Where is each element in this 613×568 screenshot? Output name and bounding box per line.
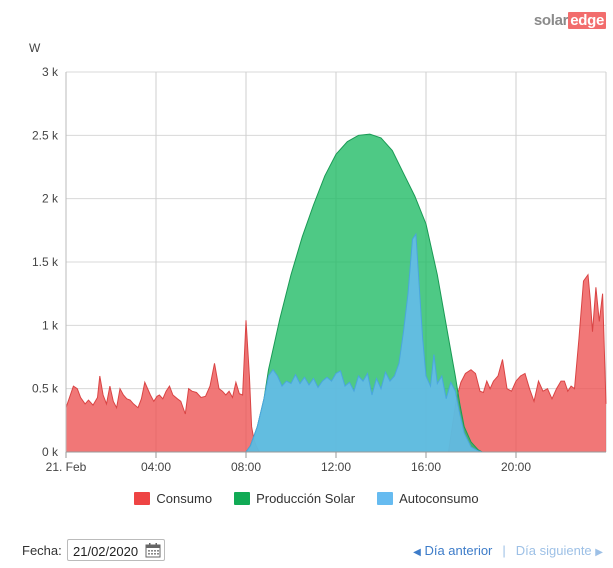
y-tick-label: 2 k: [42, 192, 59, 206]
chart-legend: Consumo Producción Solar Autoconsumo: [0, 491, 613, 506]
legend-label: Autoconsumo: [399, 491, 479, 506]
series-area-1: [66, 134, 606, 452]
x-tick-label: 16:00: [411, 460, 441, 474]
y-tick-label: 1 k: [42, 318, 59, 332]
legend-swatch: [134, 492, 151, 505]
legend-item-1[interactable]: Producción Solar: [234, 491, 355, 506]
logo-text-solar: solar: [533, 12, 569, 29]
legend-swatch: [234, 492, 251, 505]
y-tick-label: 2.5 k: [32, 128, 59, 142]
series-line-1: [66, 133, 606, 453]
day-navigation: ◀ Día anterior | Día siguiente ▶: [413, 543, 603, 558]
chevron-left-icon: ◀: [413, 547, 421, 558]
x-tick-label: 08:00: [231, 460, 261, 474]
nav-separator: |: [502, 543, 506, 558]
series-line-2: [66, 232, 606, 453]
date-input-value: 21/02/2020: [73, 544, 139, 559]
logo-text-edge: edge: [568, 12, 606, 29]
y-axis-title: W: [29, 41, 41, 55]
solaredge-logo: solar edge: [534, 12, 606, 29]
chart-axes: 0 k 0.5 k 1 k 1.5 k 2 k 2.5 k 3 k 21. Feb 04:00 0…: [29, 41, 606, 474]
next-day-label: Día siguiente: [515, 543, 592, 558]
date-input[interactable]: 21/02/2020: [67, 539, 165, 561]
date-navigation: Fecha: 21/02/2020 ◀ Día anterior | Día s…: [22, 538, 603, 562]
next-day-button[interactable]: Día siguiente ▶: [516, 543, 603, 558]
legend-item-2[interactable]: Autoconsumo: [377, 491, 479, 506]
x-tick-label: 12:00: [321, 460, 351, 474]
chart-series: [65, 133, 607, 453]
y-tick-label: 1.5 k: [32, 255, 59, 269]
date-label: Fecha:: [22, 543, 62, 558]
series-area-2: [66, 234, 606, 452]
previous-day-label: Día anterior: [424, 543, 493, 558]
calendar-icon[interactable]: [145, 542, 161, 558]
legend-swatch: [377, 492, 394, 505]
y-tick-label: 0.5 k: [32, 382, 59, 396]
legend-label: Consumo: [156, 491, 213, 506]
x-tick-label: 04:00: [141, 460, 171, 474]
previous-day-button[interactable]: ◀ Día anterior: [413, 543, 492, 558]
legend-item-0[interactable]: Consumo: [134, 491, 212, 506]
x-tick-label: 20:00: [501, 460, 531, 474]
chevron-right-icon: ▶: [595, 547, 603, 558]
y-tick-label: 0 k: [42, 445, 59, 459]
x-tick-label: 21. Feb: [46, 460, 87, 474]
legend-label: Producción Solar: [256, 491, 356, 506]
energy-area-chart: 0 k 0.5 k 1 k 1.5 k 2 k 2.5 k 3 k 21. Feb 04:00 0…: [29, 41, 607, 474]
series-area-0: [66, 274, 606, 452]
y-tick-label: 3 k: [42, 65, 59, 79]
